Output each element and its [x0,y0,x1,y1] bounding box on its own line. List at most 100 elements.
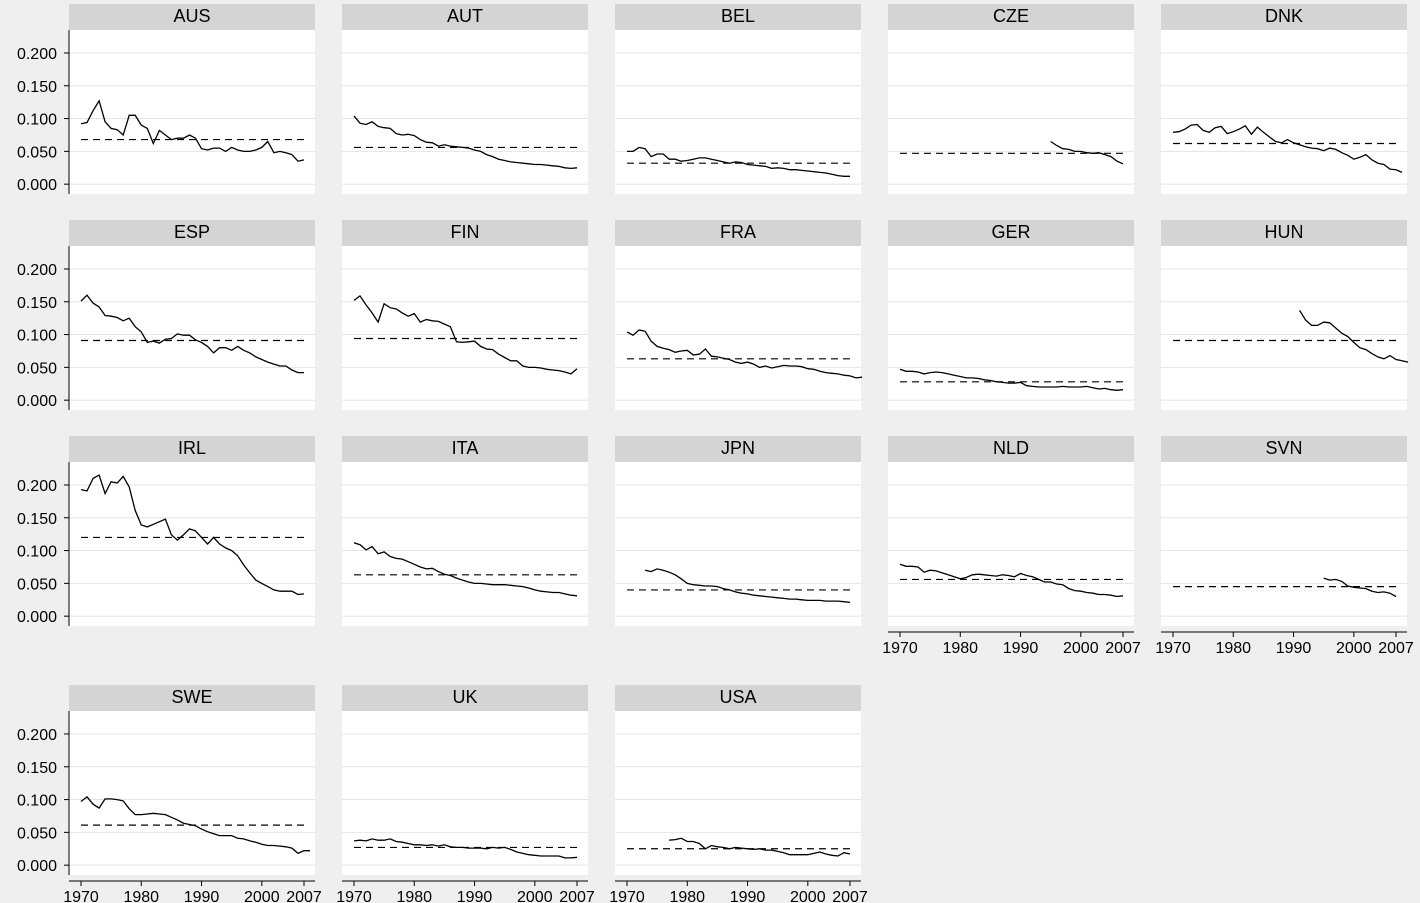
panel-hun: HUN [1161,220,1409,410]
panel-svn: SVN 1970 1980 1990 2000 2007 [1155,436,1414,657]
y-tick-label: 0.050 [17,360,57,377]
panel-title: FRA [720,222,756,242]
plot-area [69,711,315,875]
panel-header [888,4,1134,30]
series-line [80,474,305,596]
x-tick-label: 1990 [457,889,493,903]
panel-header [615,4,861,30]
y-tick-label: 0.050 [17,576,57,593]
series-line [1050,140,1124,165]
plot-area [69,246,315,410]
x-tick-label: 1970 [336,889,372,903]
x-tick-label: 2007 [1105,640,1141,657]
panel-cze: CZE [888,4,1134,194]
panel-header [1161,436,1407,462]
plot-area [615,711,861,875]
panel-title: SWE [171,687,212,707]
y-tick-label: 0.050 [17,144,57,161]
plot-area [1161,246,1407,410]
x-tick-label: 1980 [942,640,978,657]
panel-esp: ESP 0.000 0.050 0.100 0.150 0.200 [17,220,315,410]
y-tick-label: 0.000 [17,177,57,194]
x-tick-label: 2007 [1378,640,1414,657]
x-tick-label: 2000 [1336,640,1372,657]
panel-header [1161,4,1407,30]
x-tick-label: 1980 [396,889,432,903]
plot-area [888,30,1134,194]
x-tick-label: 1990 [730,889,766,903]
panel-header [888,436,1134,462]
x-tick-label: 1970 [63,889,99,903]
panel-header [888,220,1134,246]
x-tick-label: 2000 [1063,640,1099,657]
panel-header [342,220,588,246]
y-tick-label: 0.150 [17,511,57,528]
series-line [353,838,578,859]
plot-area [342,711,588,875]
panel-header [615,685,861,711]
x-tick-label: 2000 [517,889,553,903]
series-line [626,329,863,379]
series-line [353,115,578,170]
panel-header [342,436,588,462]
x-tick-label: 1990 [1003,640,1039,657]
series-line [627,146,850,177]
y-tick-label: 0.150 [17,295,57,312]
plot-area [888,462,1134,626]
panel-title: CZE [993,6,1029,26]
panel-irl: IRL 0.000 0.050 0.100 0.150 0.200 [17,436,315,626]
panel-uk: UK 1970 1980 1990 2000 2007 [336,685,595,903]
panel-ger: GER [888,220,1134,410]
panel-aut: AUT [342,4,588,194]
series-line [80,294,304,374]
series-line [644,568,851,604]
plot-area [69,30,315,194]
panel-usa: USA 1970 1980 1990 2000 2007 [609,685,868,903]
x-tick-label: 2000 [790,889,826,903]
panel-title: UK [452,687,477,707]
x-tick-label: 1980 [123,889,159,903]
x-tick-label: 2000 [244,889,280,903]
plot-area [888,246,1134,410]
plot-area [615,462,861,626]
plot-area [69,462,315,626]
panel-title: ITA [452,438,479,458]
y-tick-label: 0.100 [17,793,57,810]
x-tick-label: 1970 [1155,640,1191,657]
y-tick-label: 0.150 [17,760,57,777]
panel-bel: BEL [615,4,861,194]
x-tick-label: 1970 [882,640,918,657]
panel-header [615,220,861,246]
panel-title: ESP [174,222,210,242]
y-tick-label: 0.000 [17,858,57,875]
y-tick-label: 0.150 [17,79,57,96]
y-tick-label: 0.200 [17,727,57,744]
series-line [899,563,1124,598]
panel-title: IRL [178,438,206,458]
series-line [1299,309,1409,363]
y-tick-label: 0.200 [17,46,57,63]
plot-area [342,246,588,410]
panel-title: BEL [721,6,755,26]
panel-header [1161,220,1407,246]
panel-title: DNK [1265,6,1303,26]
plot-area [342,30,588,194]
panel-ita: ITA [342,436,588,626]
series-line [353,294,578,375]
series-line [899,368,1124,391]
x-tick-label: 1990 [1276,640,1312,657]
y-tick-label: 0.200 [17,262,57,279]
y-tick-label: 0.000 [17,393,57,410]
y-tick-label: 0.100 [17,544,57,561]
plot-area [615,246,861,410]
panel-title: GER [991,222,1030,242]
panel-title: USA [719,687,756,707]
panel-title: JPN [721,438,755,458]
panel-title: HUN [1265,222,1304,242]
series-line [80,796,310,855]
series-line [669,837,851,857]
panel-header [69,4,315,30]
panel-fra: FRA [615,220,863,410]
panel-swe: SWE 0.000 0.050 0.100 0.150 0.200 1970 1980 1990… [17,685,322,903]
